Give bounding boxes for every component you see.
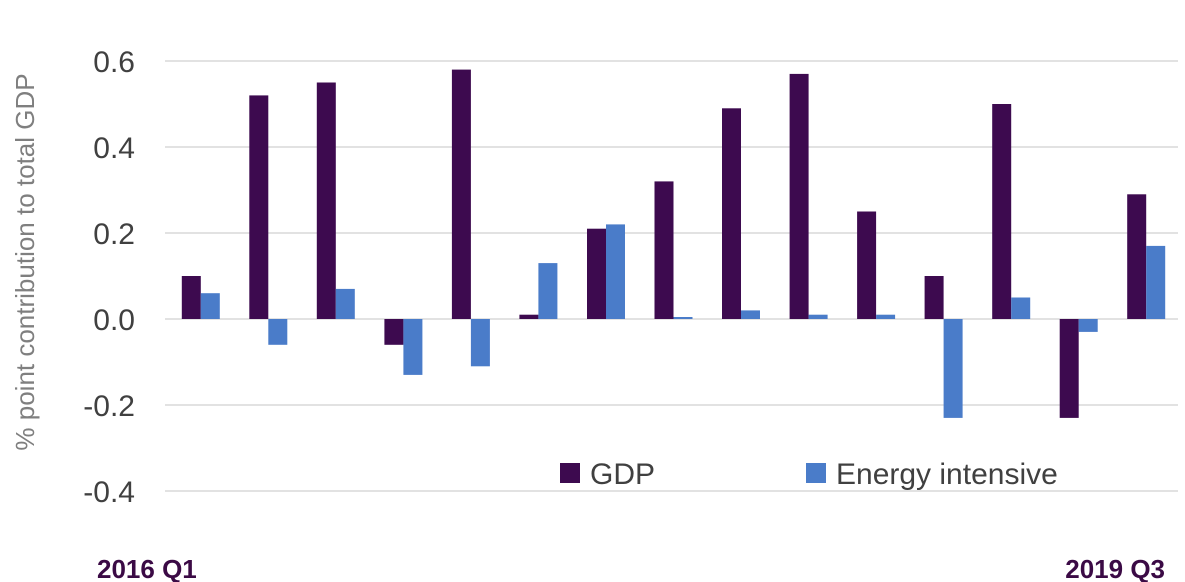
bar-energy-intensive xyxy=(200,293,220,319)
x-axis-last-label: 2019 Q3 xyxy=(1065,554,1165,582)
bar-energy-intensive xyxy=(741,310,760,319)
bar-gdp xyxy=(181,276,201,319)
y-tick-label: -0.4 xyxy=(83,476,135,509)
bars xyxy=(181,69,1166,418)
bar-energy-intensive xyxy=(538,263,558,319)
bar-gdp xyxy=(1059,319,1079,418)
bar-energy-intensive xyxy=(470,319,490,367)
bar-energy-intensive xyxy=(673,317,693,319)
y-axis-label: % point contribution to total GDP xyxy=(10,73,40,450)
bar-gdp xyxy=(924,276,944,319)
legend: GDP Energy intensive xyxy=(560,458,1058,491)
bar-gdp xyxy=(384,319,404,345)
legend-label-energy-intensive: Energy intensive xyxy=(836,458,1058,491)
bar-gdp xyxy=(316,82,336,319)
bar-gdp xyxy=(789,73,809,320)
bar-gdp xyxy=(857,211,877,319)
bar-gdp xyxy=(451,69,471,319)
bar-energy-intensive xyxy=(606,224,625,319)
bar-energy-intensive xyxy=(1011,297,1031,319)
bar-gdp xyxy=(519,314,539,319)
legend-label-gdp: GDP xyxy=(590,458,655,491)
legend-swatch-energy-intensive xyxy=(806,463,826,483)
bar-gdp xyxy=(992,104,1012,319)
bar-energy-intensive xyxy=(876,314,896,319)
bar-energy-intensive xyxy=(808,314,828,319)
bar-energy-intensive xyxy=(403,319,423,375)
legend-swatch-gdp xyxy=(560,463,580,483)
x-axis-first-label: 2016 Q1 xyxy=(97,554,197,582)
y-tick-label: 0.2 xyxy=(93,218,135,251)
bar-gdp xyxy=(1127,194,1147,319)
bar-energy-intensive xyxy=(335,288,355,319)
bar-energy-intensive xyxy=(943,319,963,418)
bar-energy-intensive xyxy=(1078,319,1098,332)
bar-gdp xyxy=(722,108,741,319)
bar-gdp xyxy=(249,95,269,320)
bar-energy-intensive xyxy=(1146,245,1166,319)
y-tick-label: -0.2 xyxy=(83,390,135,423)
y-tick-label: 0.6 xyxy=(93,46,135,79)
bar-gdp xyxy=(587,228,606,319)
y-tick-label: 0.4 xyxy=(93,132,135,165)
bar-gdp xyxy=(654,181,674,319)
y-tick-label: 0.0 xyxy=(93,304,135,337)
bar-energy-intensive xyxy=(268,319,288,345)
y-axis-ticks: 0.6 0.4 0.2 0.0 -0.2 -0.4 xyxy=(83,46,135,509)
